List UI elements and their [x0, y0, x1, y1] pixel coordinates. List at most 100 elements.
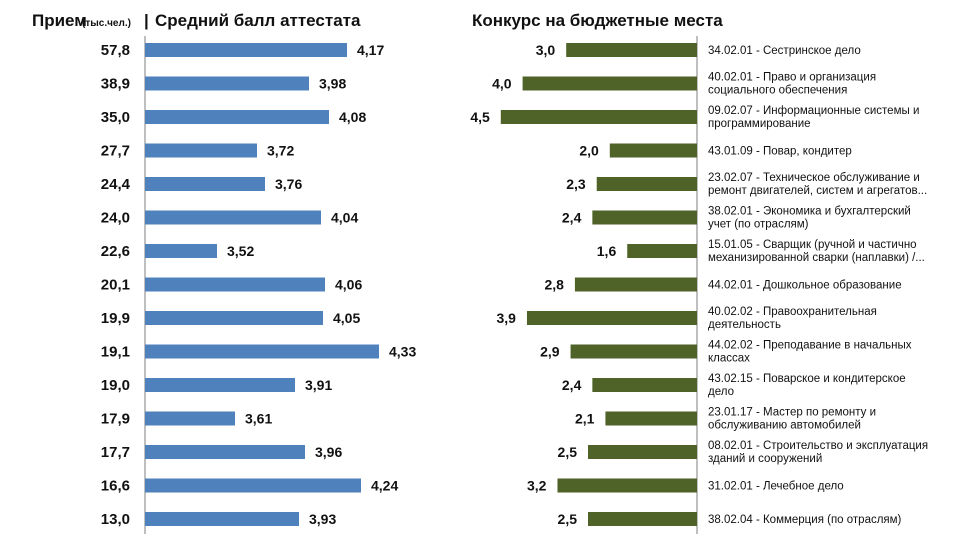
competition-bar — [609, 143, 697, 158]
admission-value: 24,4 — [101, 176, 131, 193]
competition-bar — [557, 478, 697, 493]
competition-bar — [592, 210, 697, 225]
score-bar — [145, 512, 299, 526]
admission-value: 35,0 — [101, 109, 130, 126]
competition-bar — [627, 244, 697, 258]
admission-value: 20,1 — [101, 277, 130, 294]
specialty-label: 43.01.09 - Повар, кондитер — [708, 146, 852, 158]
score-value-label: 3,72 — [267, 143, 294, 159]
competition-value-label: 2,3 — [566, 176, 586, 192]
score-bar — [145, 177, 265, 191]
score-bar — [145, 110, 329, 124]
specialty-label: деятельность — [708, 319, 781, 331]
specialty-label: 08.02.01 - Строительство и эксплуатация — [708, 440, 928, 452]
score-value-label: 3,96 — [315, 444, 342, 460]
competition-value-label: 2,9 — [540, 344, 560, 360]
admission-value: 13,0 — [101, 511, 130, 528]
competition-bar — [570, 344, 697, 359]
score-bar — [145, 378, 295, 392]
score-bar — [145, 411, 235, 426]
score-bar — [145, 277, 325, 292]
score-bar — [145, 478, 361, 493]
specialty-label: 40.02.02 - Правоохранительная — [708, 306, 877, 318]
competition-bar-group: 3,0 34.02.01 - Сестринское дело 4,0 40.02.0… — [470, 42, 928, 527]
specialty-label: 34.02.01 - Сестринское дело — [708, 45, 861, 57]
specialty-label: 43.02.15 - Поварское и кондитерское — [708, 373, 906, 385]
score-value-label: 3,91 — [305, 377, 332, 393]
specialty-label: 38.02.01 - Экономика и бухгалтерский — [708, 206, 911, 218]
specialty-label: дело — [708, 386, 734, 398]
specialty-label: программирование — [708, 118, 811, 130]
admission-value: 27,7 — [101, 143, 130, 160]
competition-value-label: 2,5 — [558, 444, 578, 460]
competition-bar — [526, 311, 697, 325]
competition-bar — [596, 177, 697, 191]
competition-bar — [522, 76, 697, 91]
competition-value-label: 2,1 — [575, 411, 595, 427]
admission-value: 17,7 — [101, 444, 130, 461]
admission-value: 17,9 — [101, 411, 130, 428]
admission-title: Прием — [32, 11, 87, 30]
specialty-label: 23.02.07 - Техническое обслуживание и — [708, 172, 920, 184]
competition-value-label: 2,8 — [544, 277, 564, 293]
admission-value: 24,0 — [101, 210, 130, 227]
chart-header: Прием (тыс.чел.) | Средний балл аттестат… — [32, 11, 723, 30]
specialty-label: 44.02.02 - Преподавание в начальных — [708, 340, 912, 352]
admission-value: 19,1 — [101, 344, 130, 361]
specialty-label: 38.02.04 - Коммерция (по отраслям) — [708, 514, 902, 526]
competition-bar — [566, 43, 697, 57]
score-title: Средний балл аттестата — [155, 11, 361, 30]
header-separator: | — [144, 11, 149, 30]
specialty-label: социального обеспечения — [708, 85, 847, 97]
competition-value-label: 4,5 — [470, 109, 490, 125]
competition-bar — [500, 110, 697, 124]
score-value-label: 3,76 — [275, 176, 302, 192]
competition-value-label: 4,0 — [492, 76, 512, 92]
admission-value: 16,6 — [101, 478, 130, 495]
competition-value-label: 1,6 — [597, 243, 617, 259]
score-bar — [145, 76, 309, 91]
admission-value: 57,8 — [101, 42, 130, 59]
score-value-label: 3,61 — [245, 411, 272, 427]
competition-value-label: 3,0 — [536, 42, 556, 58]
score-bar-group: 57,8 4,17 38,9 3,98 35,0 4,08 27,7 3,72 24,4 3,76… — [101, 42, 417, 528]
specialty-label: классах — [708, 353, 750, 365]
specialty-label: 15.01.05 - Сварщик (ручной и частично — [708, 239, 917, 251]
competition-bar — [588, 445, 697, 459]
competition-value-label: 2,4 — [562, 377, 582, 393]
competition-bar — [592, 378, 697, 392]
score-value-label: 4,05 — [333, 310, 360, 326]
competition-bar — [605, 411, 697, 426]
competition-value-label: 2,0 — [579, 143, 599, 159]
specialty-label: механизированной сварки (наплавки) /... — [708, 252, 925, 264]
specialty-label: 31.02.01 - Лечебное дело — [708, 481, 844, 493]
score-bar — [145, 143, 257, 158]
score-bar — [145, 311, 323, 325]
score-value-label: 4,17 — [357, 42, 384, 58]
score-value-label: 3,52 — [227, 243, 254, 259]
competition-bar — [574, 277, 697, 292]
competition-value-label: 3,9 — [496, 310, 516, 326]
score-value-label: 4,06 — [335, 277, 362, 293]
score-value-label: 4,08 — [339, 109, 366, 125]
score-bar — [145, 43, 347, 57]
specialty-label: зданий и сооружений — [708, 453, 822, 465]
score-bar — [145, 445, 305, 459]
competition-title: Конкурс на бюджетные места — [472, 11, 723, 30]
score-value-label: 4,04 — [331, 210, 358, 226]
competition-value-label: 2,5 — [558, 511, 578, 527]
score-value-label: 4,33 — [389, 344, 416, 360]
admission-value: 22,6 — [101, 243, 130, 260]
specialty-label: 44.02.01 - Дошкольное образование — [708, 280, 902, 292]
score-value-label: 4,24 — [371, 478, 398, 494]
competition-bar — [588, 512, 697, 526]
admission-value: 19,9 — [101, 310, 130, 327]
specialty-label: учет (по отраслям) — [708, 219, 809, 231]
competition-value-label: 2,4 — [562, 210, 582, 226]
admission-value: 38,9 — [101, 76, 130, 93]
score-value-label: 3,98 — [319, 76, 346, 92]
admission-unit: (тыс.чел.) — [82, 18, 131, 29]
specialty-label: 09.02.07 - Информационные системы и — [708, 105, 919, 117]
score-bar — [145, 244, 217, 258]
